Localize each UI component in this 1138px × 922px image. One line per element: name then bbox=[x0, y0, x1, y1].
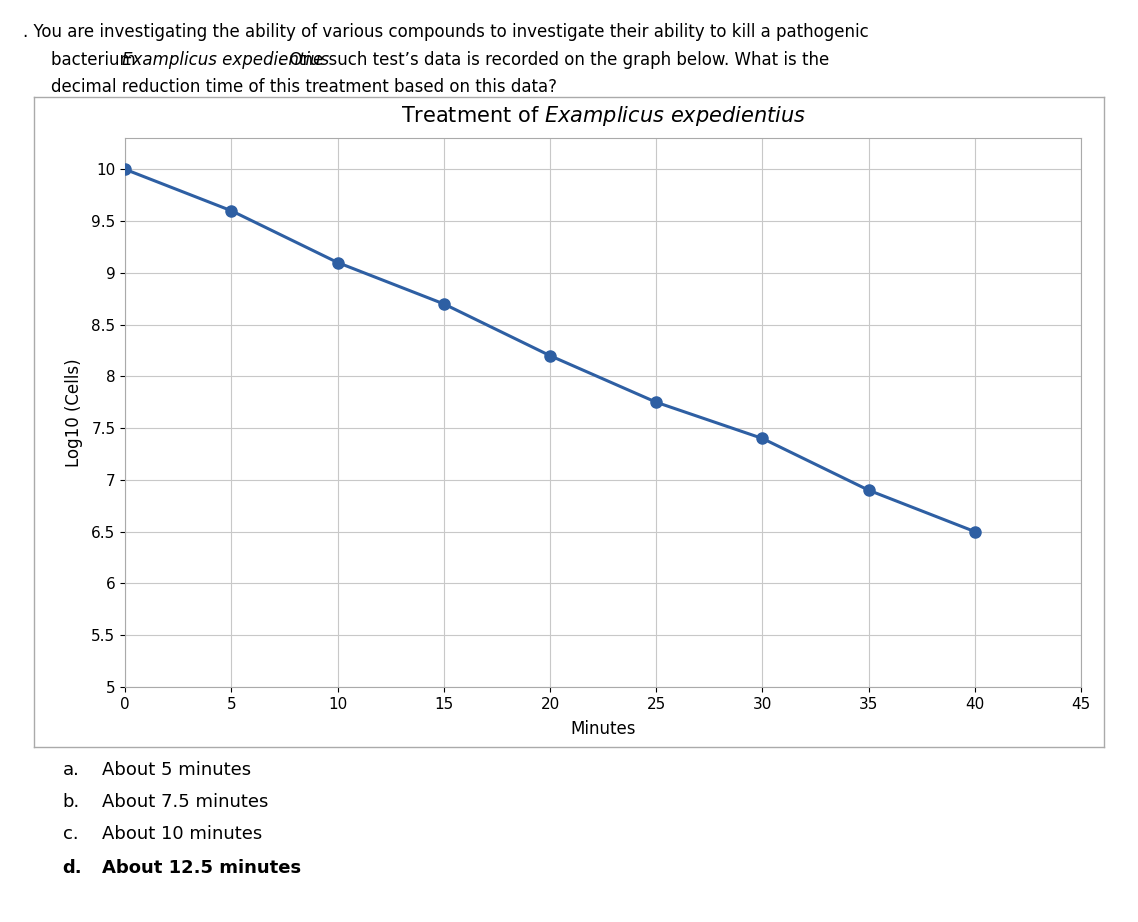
Text: About 12.5 minutes: About 12.5 minutes bbox=[102, 859, 302, 878]
X-axis label: Minutes: Minutes bbox=[570, 720, 636, 738]
Text: d.: d. bbox=[63, 859, 82, 878]
Text: About 5 minutes: About 5 minutes bbox=[102, 761, 251, 779]
Text: bacterium: bacterium bbox=[51, 51, 141, 69]
Text: . One such test’s data is recorded on the graph below. What is the: . One such test’s data is recorded on th… bbox=[279, 51, 830, 69]
Text: a.: a. bbox=[63, 761, 80, 779]
Text: . You are investigating the ability of various compounds to investigate their ab: . You are investigating the ability of v… bbox=[23, 23, 868, 41]
Text: About 7.5 minutes: About 7.5 minutes bbox=[102, 793, 269, 811]
Title: Treatment of $\it{Examplicus\ expedientius}$: Treatment of $\it{Examplicus\ expedienti… bbox=[401, 103, 806, 127]
Y-axis label: Log10 (Cells): Log10 (Cells) bbox=[65, 359, 83, 467]
Text: About 10 minutes: About 10 minutes bbox=[102, 825, 263, 844]
Text: decimal reduction time of this treatment based on this data?: decimal reduction time of this treatment… bbox=[51, 78, 558, 97]
Text: b.: b. bbox=[63, 793, 80, 811]
Text: c.: c. bbox=[63, 825, 79, 844]
Text: Examplicus expedientius: Examplicus expedientius bbox=[122, 51, 329, 69]
